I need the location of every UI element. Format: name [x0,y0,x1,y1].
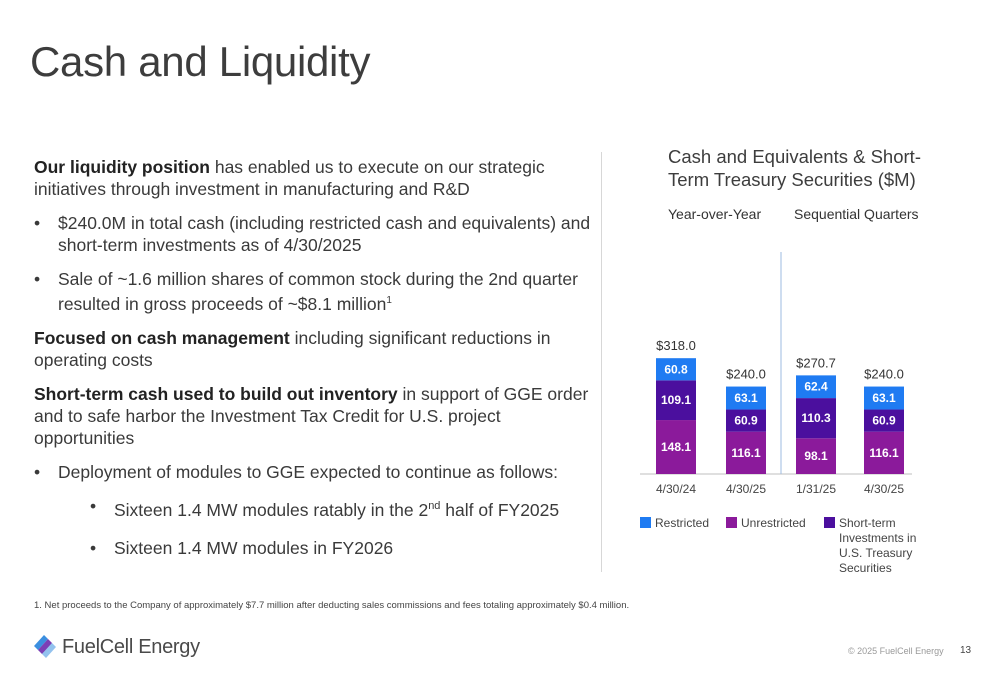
bullet-share-sale: Sale of ~1.6 million shares of common st… [34,268,594,315]
data-label: 98.1 [804,449,828,463]
legend-label: Restricted [655,516,710,530]
legend-item: Restricted [640,516,709,531]
footnote-ref: 1 [386,295,392,306]
bar-restricted-2 [796,375,836,399]
legend-label: U.S. Treasury [839,546,913,560]
total-label: $240.0 [864,367,904,382]
data-label: 110.3 [801,411,831,425]
sub-bullet-fy2025-sup: nd [428,499,441,512]
data-label: 109.1 [661,393,691,407]
bullet-total-cash: $240.0M in total cash (including restric… [34,212,594,256]
sub-bullet-fy2025-post: half of FY2025 [440,499,560,520]
liquidity-text-panel: Our liquidity position has enabled us to… [34,156,594,575]
bar-unrestricted-0 [656,420,696,474]
panel-divider [601,152,602,572]
total-label: $240.0 [726,367,766,382]
bar-shortterm-3 [864,409,904,432]
data-label: 148.1 [661,440,691,454]
slide-title: Cash and Liquidity [30,38,371,85]
x-tick-label: 4/30/24 [656,482,696,496]
chart-title: Cash and Equivalents & Short-Term Treasu… [668,146,921,190]
bar-shortterm-1 [726,409,766,432]
footnote: 1. Net proceeds to the Company of approx… [34,600,630,611]
bar-unrestricted-3 [864,431,904,474]
total-label: $318.0 [656,338,696,353]
copyright: © 2025 FuelCell Energy [848,646,944,656]
group-label-sequential: Sequential Quarters [794,206,919,222]
sub-bullet-fy2026: Sixteen 1.4 MW modules in FY2026 [34,537,594,559]
x-tick-label: 1/31/25 [796,482,836,496]
legend-label: Short-term [839,516,896,530]
data-label: 60.9 [734,414,758,428]
cash-management-text: including significant reductions in oper… [34,327,551,370]
bullet-deployment: Deployment of modules to GGE expected to… [34,461,594,483]
data-label: 116.1 [869,446,899,460]
x-tick-label: 4/30/25 [726,482,766,496]
total-label: $270.7 [796,355,836,370]
company-name: FuelCell Energy [62,636,200,658]
data-label: 60.8 [664,362,688,376]
data-label: 60.9 [872,414,896,428]
data-label: 62.4 [804,380,828,394]
bar-restricted-3 [864,386,904,410]
sub-bullet-fy2025: Sixteen 1.4 MW modules ratably in the 2n… [34,495,594,521]
bar-restricted-0 [656,358,696,381]
bar-shortterm-0 [656,380,696,421]
legend-swatch [824,517,835,528]
data-label: 63.1 [872,391,896,405]
legend-swatch [726,517,737,528]
group-label-yoy: Year-over-Year [668,206,762,222]
x-tick-label: 4/30/25 [864,482,904,496]
legend-item: Short-term Investments in U.S. Treasury Sec… [824,516,916,576]
liquidity-heading: Our liquidity position [34,157,210,177]
inventory-text: in support of GGE order and to safe harb… [34,383,589,448]
inventory-paragraph: Short-term cash used to build out invent… [34,383,594,449]
inventory-heading: Short-term cash used to build out invent… [34,383,398,404]
bullet-share-sale-text: Sale of ~1.6 million shares of common st… [58,269,578,314]
legend-label: Unrestricted [741,516,806,530]
legend-label: Securities [839,561,892,575]
liquidity-paragraph: Our liquidity position has enabled us to… [34,156,594,200]
data-label: 116.1 [731,446,761,460]
legend-swatch [640,517,651,528]
cash-management-paragraph: Focused on cash management including sig… [34,327,594,371]
bar-unrestricted-1 [726,431,766,474]
page-number: 13 [960,645,972,656]
legend-label: Investments in [839,531,917,545]
data-label: 63.1 [734,391,758,405]
sub-bullet-fy2025-pre: Sixteen 1.4 MW modules ratably in the 2 [114,499,429,520]
bar-shortterm-2 [796,398,836,439]
legend-item: Unrestricted [726,516,806,531]
cash-management-heading: Focused on cash management [34,327,290,348]
fuelcell-logo-icon [34,635,56,658]
bar-unrestricted-2 [796,438,836,474]
bar-restricted-1 [726,386,766,410]
liquidity-text: has enabled us to execute on our strateg… [34,157,545,199]
